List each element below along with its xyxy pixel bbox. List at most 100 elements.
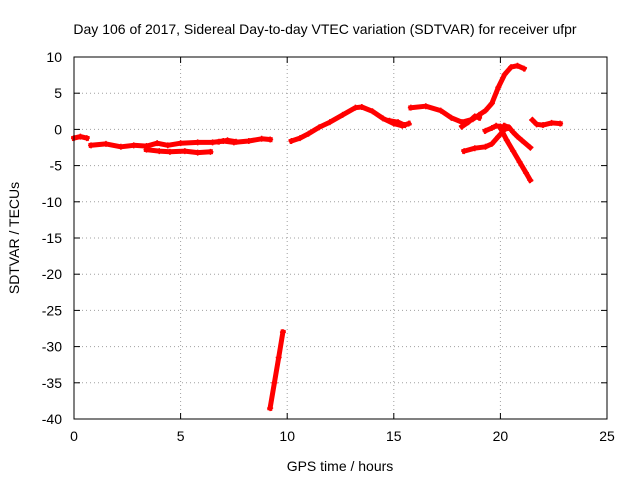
y-axis-label: SDTVAR / TECUs (6, 182, 22, 294)
y-tick-label: -35 (42, 375, 62, 391)
data-point (275, 354, 282, 361)
series-trace (143, 146, 214, 156)
x-tick-label: 15 (386, 428, 402, 444)
x-tick-label: 0 (70, 428, 78, 444)
data-point (510, 129, 517, 136)
data-point (488, 140, 495, 147)
data-point (358, 103, 365, 110)
y-tick-label: 5 (54, 85, 62, 101)
data-point (533, 121, 540, 128)
data-point (488, 100, 495, 107)
data-point (471, 145, 478, 152)
data-point (77, 133, 84, 140)
data-point (495, 133, 502, 140)
x-tick-label: 20 (493, 428, 509, 444)
y-tick-label: -30 (42, 339, 62, 355)
data-point (476, 114, 483, 121)
data-point (224, 137, 231, 144)
data-point (296, 135, 303, 142)
y-tick-label: 0 (54, 121, 62, 137)
data-point (386, 117, 393, 124)
data-point (245, 137, 252, 144)
data-point (380, 115, 387, 122)
data-point (288, 137, 295, 144)
data-point (503, 137, 510, 144)
y-tick-label: -5 (50, 158, 63, 174)
data-point (471, 113, 478, 120)
data-point (516, 158, 523, 165)
data-point (459, 123, 466, 130)
data-point (271, 379, 278, 386)
x-tick-label: 5 (177, 428, 185, 444)
data-point (401, 122, 408, 129)
y-tick-label: -10 (42, 194, 62, 210)
ticks-layer: 0 5 10 15 20 25 -40 -35 -30 -25 -20 -15 -10 -5 0 5 10 (42, 49, 615, 444)
data-layer (70, 62, 564, 412)
data-point (557, 120, 564, 127)
x-tick-label: 10 (279, 428, 295, 444)
data-point (510, 148, 517, 155)
data-point (505, 124, 512, 131)
data-point (488, 124, 495, 131)
y-tick-label: -20 (42, 266, 62, 282)
data-point (527, 177, 534, 184)
chart-title: Day 106 of 2017, Sidereal Day-to-day VTE… (73, 21, 577, 37)
x-tick-label: 25 (599, 428, 615, 444)
data-point (143, 146, 150, 153)
data-point (258, 135, 265, 142)
data-point (305, 130, 312, 137)
data-point (482, 127, 489, 134)
data-point (207, 148, 214, 155)
data-point (508, 64, 515, 71)
y-tick-label: 10 (46, 49, 62, 65)
plot-frame (73, 56, 608, 420)
data-point (130, 142, 137, 149)
data-point (395, 119, 402, 126)
data-point (339, 111, 346, 118)
data-point (437, 107, 444, 114)
data-point (495, 84, 502, 91)
data-point (518, 137, 525, 144)
data-point (522, 169, 529, 176)
x-axis-label: GPS time / hours (287, 458, 394, 474)
data-point (465, 119, 472, 126)
data-point (83, 135, 90, 142)
data-point (102, 140, 109, 147)
y-tick-label: -40 (42, 411, 62, 427)
y-tick-label: -15 (42, 230, 62, 246)
data-point (482, 107, 489, 114)
data-point (316, 124, 323, 131)
data-point (501, 71, 508, 78)
data-point (352, 104, 359, 111)
data-point (529, 116, 536, 123)
data-point (514, 133, 521, 140)
data-point (369, 108, 376, 115)
data-point (540, 122, 547, 129)
data-point (407, 104, 414, 111)
data-point (209, 139, 216, 146)
data-point (448, 114, 455, 121)
data-point (422, 103, 429, 110)
data-point (233, 138, 240, 145)
data-point (548, 119, 555, 126)
data-point (117, 143, 124, 150)
data-point (194, 149, 201, 156)
data-point (527, 144, 534, 151)
data-point (215, 138, 222, 145)
grid-layer (74, 57, 607, 419)
data-point (520, 65, 527, 72)
data-point (482, 143, 489, 150)
data-point (461, 148, 468, 155)
data-point (279, 329, 286, 336)
data-point (501, 122, 508, 129)
data-point (164, 142, 171, 149)
y-tick-label: -25 (42, 302, 62, 318)
data-point (267, 405, 274, 412)
data-point (156, 148, 163, 155)
data-point (514, 62, 521, 69)
series-trace (267, 329, 286, 411)
data-point (181, 148, 188, 155)
data-point (194, 139, 201, 146)
data-point (166, 148, 173, 155)
